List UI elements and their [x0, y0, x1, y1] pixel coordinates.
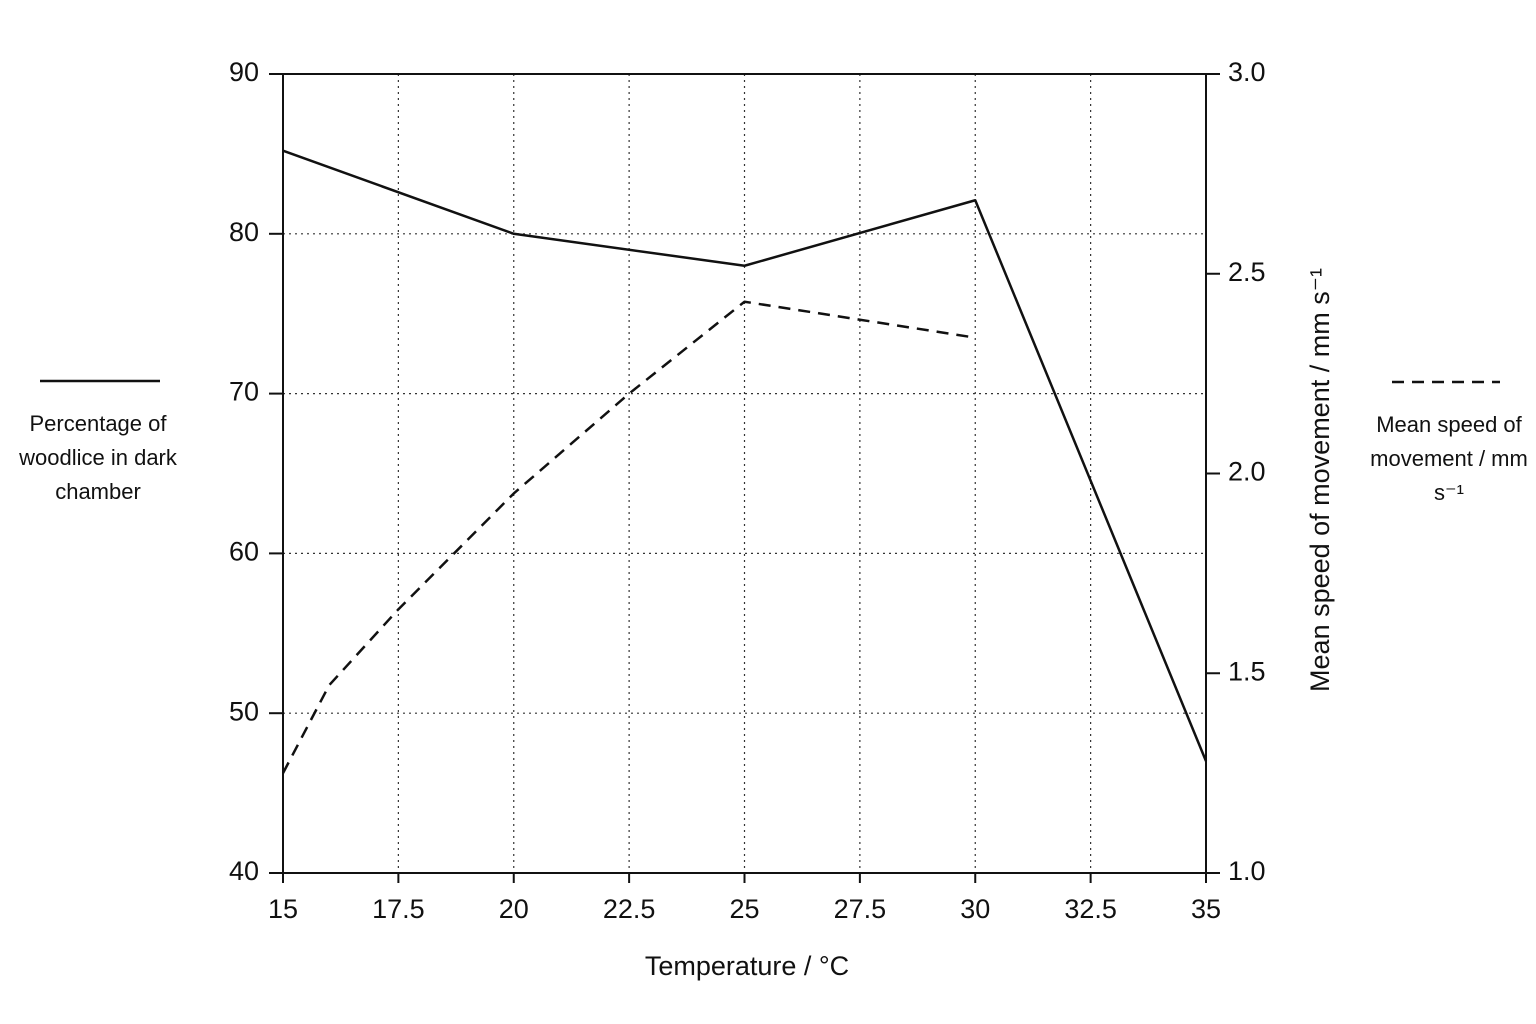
y-tick-label: 50: [229, 696, 259, 726]
data-line: [281, 300, 976, 774]
x-tick-label: 22.5: [603, 894, 656, 924]
y2-tick-label: 1.0: [1228, 856, 1266, 886]
y2-tick-label: 1.5: [1228, 656, 1266, 686]
data-line: [282, 149, 1208, 762]
x-tick-label: 15: [268, 894, 298, 924]
y-tick-label: 70: [229, 377, 259, 407]
y-tick-label: 90: [229, 57, 259, 87]
x-tick-label: 27.5: [834, 894, 887, 924]
x-tick-label: 30: [960, 894, 990, 924]
x-tick-label: 20: [499, 894, 529, 924]
y-tick-label: 60: [229, 537, 259, 567]
y2-tick-label: 2.5: [1228, 257, 1266, 287]
x-tick-label: 32.5: [1064, 894, 1117, 924]
x-axis-label: Temperature / °C: [645, 951, 849, 981]
x-tick-label: 25: [729, 894, 759, 924]
y2-axis-label: Mean speed of movement / mm s⁻¹: [1305, 268, 1335, 692]
y2-tick-label: 3.0: [1228, 57, 1266, 87]
y-tick-label: 40: [229, 856, 259, 886]
x-tick-label: 35: [1191, 894, 1221, 924]
legend-entry: Percentage of woodlice in dark chamber: [19, 411, 177, 504]
y2-tick-label: 2.0: [1228, 457, 1266, 487]
y-tick-label: 80: [229, 217, 259, 247]
legend-entry: Mean speed of movement / mm s⁻¹: [1370, 412, 1528, 505]
x-tick-label: 17.5: [372, 894, 425, 924]
plot-frame: [282, 73, 1207, 874]
